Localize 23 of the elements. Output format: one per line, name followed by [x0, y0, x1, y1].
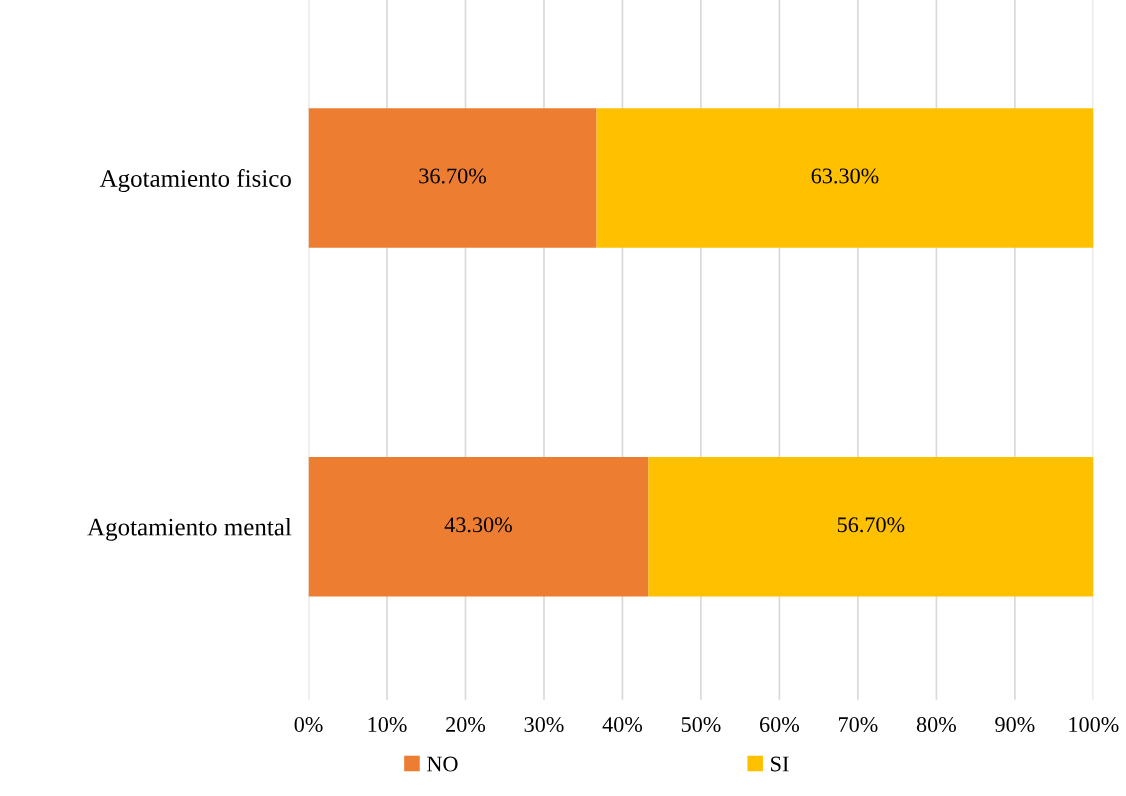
bar [648, 456, 1094, 597]
y-tick-label: Agotamiento fisico [99, 169, 291, 193]
data-label: 36.70% [419, 168, 487, 184]
x-tick-label: 20% [446, 716, 486, 733]
x-tick-label: 30% [524, 716, 564, 733]
y-tick-label: Agotamiento mental [87, 518, 292, 541]
bar [596, 108, 1094, 248]
bar [308, 456, 649, 597]
legend-label: NO [427, 756, 458, 772]
x-tick-label: 10% [368, 716, 407, 733]
data-label: 56.70% [837, 517, 905, 533]
legend-label: SI [771, 756, 789, 772]
x-tick-label: 60% [760, 716, 800, 733]
x-tick-label: 90% [995, 716, 1035, 733]
x-tick-label: 50% [681, 716, 721, 733]
x-tick-label: 40% [602, 716, 643, 733]
data-label: 63.30% [811, 168, 879, 184]
x-tick-label: 80% [916, 716, 956, 733]
bar [308, 108, 597, 248]
data-label: 43.30% [444, 517, 512, 533]
x-tick-label: 0% [294, 716, 323, 733]
x-tick-label: 100% [1069, 716, 1119, 733]
x-tick-label: 70% [839, 716, 878, 733]
